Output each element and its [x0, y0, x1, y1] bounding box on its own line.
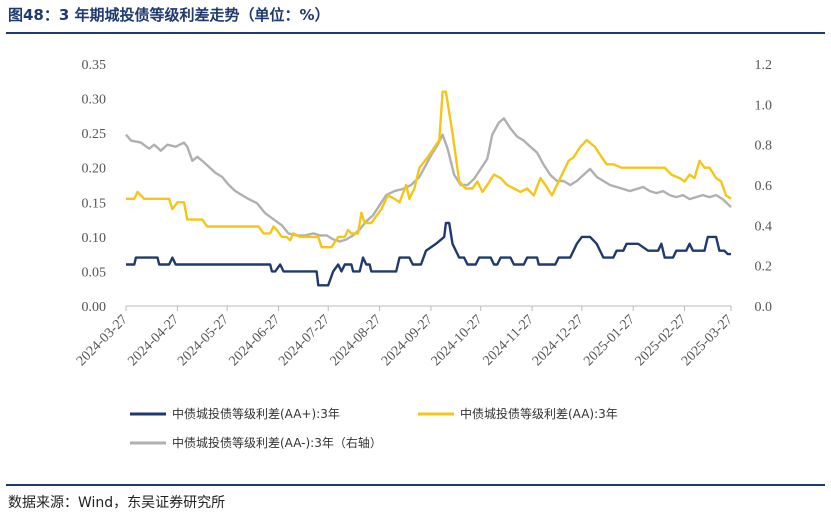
- legend-label: 中债城投债等级利差(AA+):3年: [172, 406, 340, 421]
- chart-legend: 中债城投债等级利差(AA+):3年 中债城投债等级利差(AA):3年中债城投债等级…: [130, 406, 618, 450]
- y-left-tick-label: 0.35: [82, 58, 107, 73]
- title-rule: [6, 32, 825, 34]
- chart-series-lines: [125, 90, 732, 287]
- series-line-2: [125, 117, 732, 243]
- legend-label: 中债城投债等级利差(AA):3年: [460, 406, 618, 421]
- x-tick-label: 2025-03-27: [679, 312, 736, 369]
- y-left-tick-label: 0.10: [82, 231, 107, 246]
- y-right-tick-label: 1.0: [755, 98, 773, 113]
- y-left-tick-label: 0.20: [82, 162, 107, 177]
- y-right-tick-label: 0.4: [755, 219, 773, 234]
- x-tick-label: 2024-09-27: [379, 312, 436, 369]
- source-note: 数据来源：Wind，东吴证券研究所: [8, 495, 226, 511]
- x-tick-label: 2024-12-27: [530, 312, 587, 369]
- y-right-tick-label: 0.0: [755, 300, 773, 315]
- y-left-tick-label: 0.05: [82, 265, 107, 280]
- x-tick-label: 2024-07-27: [276, 312, 333, 369]
- x-tick-label: 2024-05-27: [175, 312, 232, 369]
- y-right-tick-label: 0.2: [755, 260, 773, 275]
- x-tick-label: 2024-08-27: [328, 312, 385, 369]
- series-line-1: [126, 90, 732, 249]
- y-right-tick-label: 0.8: [755, 139, 773, 154]
- y-right-tick-label: 1.2: [755, 58, 773, 73]
- x-tick-label: 2024-04-27: [125, 312, 182, 369]
- series-line-0: [126, 221, 731, 287]
- source-rule: [6, 484, 825, 486]
- x-tick-label: 2024-11-27: [480, 312, 536, 368]
- y-right-tick-label: 0.6: [755, 179, 773, 194]
- legend-label: 中债城投债等级利差(AA-):3年（右轴）: [172, 435, 382, 450]
- y-left-tick-label: 0.25: [82, 127, 107, 142]
- x-tick-label: 2024-03-27: [74, 312, 131, 369]
- y-left-tick-label: 0.00: [82, 300, 107, 315]
- chart-axes: 0.00 0.05 0.10 0.15 0.20 0.25 0.30 0.35 0.0 0.2 0.…: [74, 58, 772, 369]
- y-left-tick-label: 0.15: [82, 196, 107, 211]
- x-tick-label: 2024-06-27: [227, 312, 284, 369]
- y-left-tick-label: 0.30: [82, 93, 107, 108]
- x-tick-label: 2024-10-27: [429, 312, 486, 369]
- figure-title: 图48：3 年期城投债等级利差走势（单位：%）: [8, 6, 330, 24]
- x-tick-label: 2025-01-27: [581, 312, 638, 369]
